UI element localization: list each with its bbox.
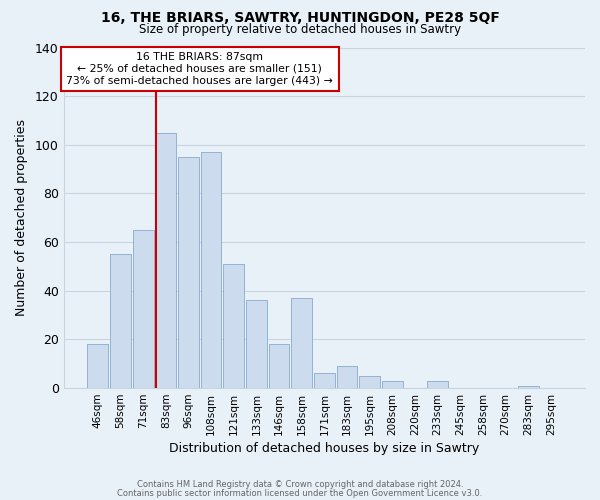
Bar xyxy=(155,132,176,388)
Text: Contains public sector information licensed under the Open Government Licence v3: Contains public sector information licen… xyxy=(118,488,482,498)
Bar xyxy=(314,374,335,388)
Bar xyxy=(382,381,403,388)
Text: 16, THE BRIARS, SAWTRY, HUNTINGDON, PE28 5QF: 16, THE BRIARS, SAWTRY, HUNTINGDON, PE28… xyxy=(101,11,499,25)
X-axis label: Distribution of detached houses by size in Sawtry: Distribution of detached houses by size … xyxy=(169,442,479,455)
Bar xyxy=(200,152,221,388)
Text: 16 THE BRIARS: 87sqm
← 25% of detached houses are smaller (151)
73% of semi-deta: 16 THE BRIARS: 87sqm ← 25% of detached h… xyxy=(67,52,333,86)
Bar xyxy=(223,264,244,388)
Y-axis label: Number of detached properties: Number of detached properties xyxy=(15,120,28,316)
Bar xyxy=(518,386,539,388)
Bar xyxy=(269,344,289,388)
Bar xyxy=(178,157,199,388)
Bar xyxy=(359,376,380,388)
Text: Contains HM Land Registry data © Crown copyright and database right 2024.: Contains HM Land Registry data © Crown c… xyxy=(137,480,463,489)
Bar xyxy=(133,230,154,388)
Bar xyxy=(110,254,131,388)
Bar xyxy=(337,366,358,388)
Text: Size of property relative to detached houses in Sawtry: Size of property relative to detached ho… xyxy=(139,22,461,36)
Bar xyxy=(246,300,267,388)
Bar xyxy=(291,298,312,388)
Bar xyxy=(88,344,108,388)
Bar xyxy=(427,381,448,388)
